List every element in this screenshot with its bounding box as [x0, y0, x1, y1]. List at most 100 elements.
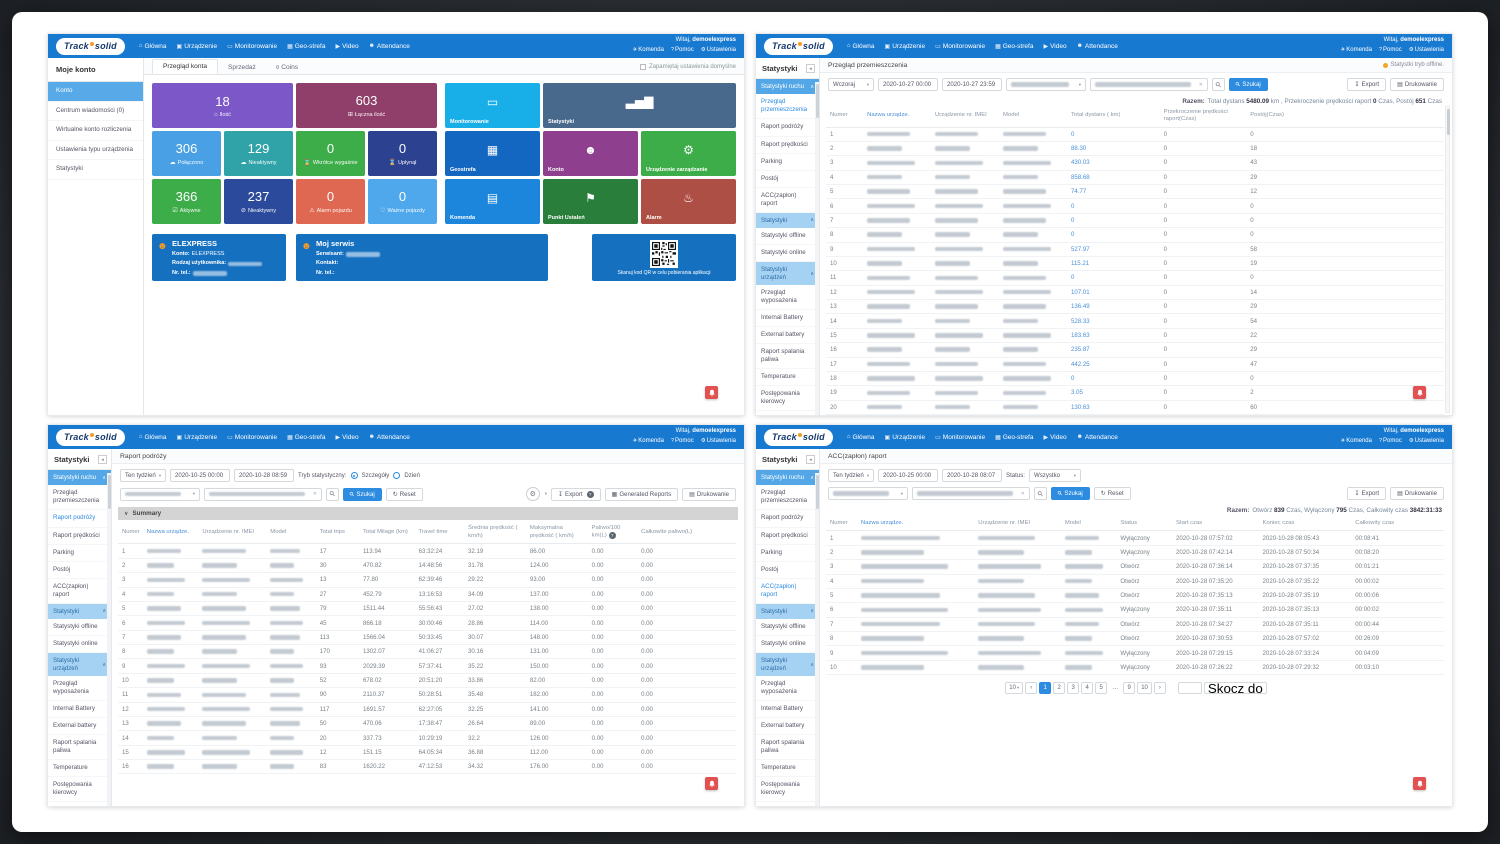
quick-link-help[interactable]: ?Pomoc: [670, 438, 694, 444]
nav-geofence[interactable]: ▦ Geo-strefa: [287, 43, 325, 50]
reset-button[interactable]: ↻ Reset: [1093, 487, 1131, 500]
tab-coins[interactable]: ¤ Coins: [275, 64, 299, 71]
page-button-5[interactable]: 5: [1095, 682, 1108, 695]
tab-przegląd-konta[interactable]: Przegląd konta: [152, 59, 218, 74]
print-button[interactable]: ▤ Drukowanie: [1390, 487, 1444, 500]
tracksolid-logo[interactable]: Track solid: [764, 37, 833, 55]
sidebar-item-raport-spalania-paliwa[interactable]: Raport spalania paliwa: [756, 344, 819, 370]
stat-tile-ważne-pojazdy[interactable]: 0 ♡ Ważne pojazdy: [368, 179, 437, 224]
quick-link-settings[interactable]: ⚙Ustawienia: [700, 47, 736, 53]
sidebar-scrollbar[interactable]: [815, 82, 819, 415]
module-tile-statystyki[interactable]: ▃▅▇ Statystyki: [543, 83, 736, 128]
search-icon-button[interactable]: ⚲: [1212, 78, 1225, 91]
quick-link-command[interactable]: ✈Komenda: [632, 438, 664, 444]
value-link[interactable]: 442.25: [1070, 360, 1090, 368]
sidebar-item-statystyki-online[interactable]: Statystyki online: [756, 636, 819, 654]
vertical-scrollbar[interactable]: [1445, 105, 1450, 413]
value-link[interactable]: 130.63: [1070, 403, 1090, 411]
nav-attendance[interactable]: ☻ Attendance: [1077, 43, 1118, 50]
jump-button[interactable]: Skocz do: [1203, 681, 1267, 696]
account-select[interactable]: ▾: [828, 487, 908, 500]
sidebar-item-parking[interactable]: Parking: [756, 545, 819, 562]
sidebar-item[interactable]: Statystyki: [48, 160, 143, 180]
module-tile-monitorowanie[interactable]: ▭ Monitorowanie: [445, 83, 540, 128]
nav-monitoring[interactable]: ▭ Monitorowanie: [935, 434, 985, 441]
sidebar-item-external-battery[interactable]: External battery: [48, 718, 111, 736]
table-cell[interactable]: 0: [1066, 270, 1160, 286]
date-to-input[interactable]: 2020-10-28 08:07: [942, 469, 1002, 482]
range-select[interactable]: Wczoraj ▾: [828, 78, 874, 91]
date-to-input[interactable]: 2020-10-27 23:59: [942, 78, 1002, 91]
quick-link-settings[interactable]: ⚙Ustawienia: [700, 438, 736, 444]
account-select[interactable]: ▾: [120, 487, 200, 501]
module-tile-punkt-ustaleń[interactable]: ⚑ Punkt Ustaleń: [543, 179, 638, 224]
status-select[interactable]: Wszystko ▾: [1028, 469, 1081, 482]
sidebar-section-header[interactable]: Statystyki urządzeń ∧: [48, 653, 111, 676]
sidebar-item-internal-battery[interactable]: Internal Battery: [756, 310, 819, 328]
remember-settings-option[interactable]: Zapamiętaj ustawienia domyślne: [639, 64, 736, 74]
page-button-3[interactable]: 3: [1067, 682, 1080, 695]
table-cell[interactable]: 74.77: [1066, 184, 1160, 200]
sidebar-item-raport-podróży[interactable]: Raport podróży: [756, 510, 819, 528]
table-cell[interactable]: 130.63: [1066, 400, 1160, 415]
value-link[interactable]: 183.63: [1070, 331, 1090, 339]
table-cell[interactable]: 107.01: [1066, 285, 1160, 301]
nav-home[interactable]: ⌂ Główna: [139, 434, 167, 441]
quick-link-command[interactable]: ✈Komenda: [1340, 438, 1372, 444]
range-select[interactable]: Ten tydzień ▾: [828, 469, 874, 482]
sidebar-item-internal-battery[interactable]: Internal Battery: [48, 701, 111, 719]
sidebar-section-header[interactable]: Statystyki urządzeń ∧: [756, 653, 819, 676]
table-cell[interactable]: 0: [1066, 213, 1160, 229]
clear-icon[interactable]: ✕: [1020, 490, 1025, 497]
search-button[interactable]: ⚲ Szukaj: [1229, 78, 1268, 91]
sidebar-section-header[interactable]: Statystyki ∧: [756, 212, 819, 229]
export-button[interactable]: ↧ Export: [1347, 78, 1387, 91]
table-cell[interactable]: 115.21: [1066, 256, 1160, 272]
nav-device[interactable]: ▣ Urządzenie: [885, 43, 926, 50]
imei-input[interactable]: ✕: [912, 487, 1030, 500]
stat-tile-upłynął[interactable]: 0 ⌛ Upłynął: [368, 131, 437, 176]
sidebar-item-przegląd-przemieszczenia[interactable]: Przegląd przemieszczenia: [756, 94, 819, 120]
table-cell[interactable]: 136.49: [1066, 299, 1160, 315]
nav-attendance[interactable]: ☻ Attendance: [1077, 434, 1118, 441]
search-icon-button[interactable]: ⚲: [1034, 487, 1047, 500]
sidebar-item-internal-battery[interactable]: Internal Battery: [756, 701, 819, 719]
column-header[interactable]: Nazwa urządze.: [142, 522, 199, 545]
value-link[interactable]: 136.49: [1070, 303, 1090, 311]
sidebar-item-temperature[interactable]: Temperature: [756, 760, 819, 778]
sidebar-item-acc-zapłon-raport[interactable]: ACC(zapłon) raport: [756, 579, 819, 604]
sidebar-item[interactable]: Ustawienia typu urządzenia: [48, 141, 143, 160]
sidebar-section-header[interactable]: Statystyki ruchu ∧: [48, 470, 111, 486]
date-to-input[interactable]: 2020-10-28 08:59: [234, 469, 294, 482]
column-header[interactable]: Nazwa urządze.: [863, 105, 932, 128]
quick-link-command[interactable]: ✈Komenda: [632, 47, 664, 53]
value-link[interactable]: 0: [1070, 130, 1075, 138]
quick-link-command[interactable]: ✈Komenda: [1340, 47, 1372, 53]
page-button-9[interactable]: 9: [1123, 682, 1136, 695]
sidebar-item-parking[interactable]: Parking: [756, 154, 819, 171]
print-button[interactable]: ▤ Drukowanie: [1390, 78, 1444, 91]
table-cell[interactable]: 0: [1066, 127, 1160, 142]
sidebar-item-statystyki-online[interactable]: Statystyki online: [756, 245, 819, 263]
value-link[interactable]: 0: [1070, 375, 1075, 383]
sidebar-item[interactable]: Konto: [48, 82, 143, 102]
nav-device[interactable]: ▣ Urządzenie: [177, 43, 218, 50]
nav-video[interactable]: ▶ Video: [1043, 434, 1066, 441]
sidebar-item-temperature[interactable]: Temperature: [48, 760, 111, 778]
settings-round-button[interactable]: ⚙: [525, 487, 540, 501]
range-select[interactable]: Ten tydzień ▾: [120, 469, 166, 482]
sidebar-scrollbar[interactable]: [107, 473, 111, 806]
alarm-button[interactable]: [705, 386, 718, 399]
sidebar-item-pozycjonowanie-i-bateria[interactable]: Pozycjonowanie i Bateria: [48, 802, 111, 806]
sidebar-item-acc-zapłon-raport[interactable]: ACC(zapłon) raport: [48, 579, 111, 604]
sidebar-item-przegląd-wyposażenia[interactable]: Przegląd wyposażenia: [48, 676, 111, 701]
collapse-sidebar-button[interactable]: ◂: [806, 455, 815, 464]
print-button[interactable]: ▤ Drukowanie: [682, 487, 736, 501]
quick-link-help[interactable]: ?Pomoc: [670, 47, 694, 53]
nav-geofence[interactable]: ▦ Geo-strefa: [995, 434, 1033, 441]
sidebar-item-raport-spalania-paliwa[interactable]: Raport spalania paliwa: [48, 735, 111, 761]
date-from-input[interactable]: 2020-10-27 00:00: [878, 78, 938, 91]
value-link[interactable]: 0: [1070, 274, 1075, 282]
sidebar-item-raport-prędkości[interactable]: Raport prędkości: [756, 528, 819, 545]
nav-geofence[interactable]: ▦ Geo-strefa: [995, 43, 1033, 50]
